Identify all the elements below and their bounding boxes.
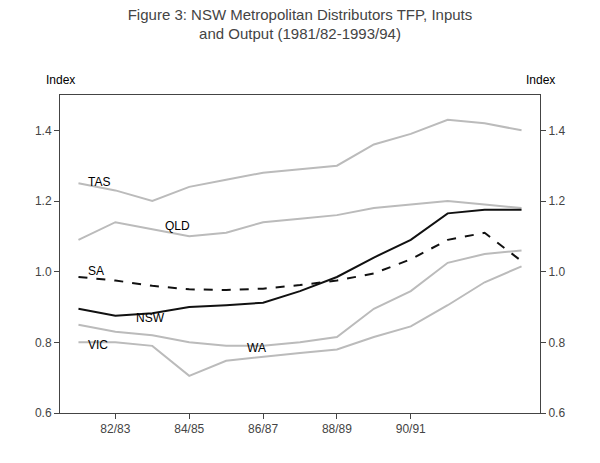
svg-text:1.4: 1.4 bbox=[35, 124, 52, 138]
svg-text:0.6: 0.6 bbox=[548, 406, 565, 420]
svg-text:TAS: TAS bbox=[88, 175, 110, 189]
svg-text:90/91: 90/91 bbox=[396, 422, 426, 436]
svg-text:0.8: 0.8 bbox=[35, 336, 52, 350]
svg-text:Index: Index bbox=[526, 73, 555, 87]
svg-text:1.4: 1.4 bbox=[548, 124, 565, 138]
svg-text:1.2: 1.2 bbox=[35, 194, 52, 208]
svg-text:1.0: 1.0 bbox=[35, 265, 52, 279]
svg-text:SA: SA bbox=[88, 264, 104, 278]
svg-text:0.8: 0.8 bbox=[548, 336, 565, 350]
svg-text:QLD: QLD bbox=[165, 219, 190, 233]
svg-text:82/83: 82/83 bbox=[100, 422, 130, 436]
svg-text:88/89: 88/89 bbox=[322, 422, 352, 436]
svg-text:1.0: 1.0 bbox=[548, 265, 565, 279]
svg-text:86/87: 86/87 bbox=[248, 422, 278, 436]
svg-text:1.2: 1.2 bbox=[548, 194, 565, 208]
svg-text:84/85: 84/85 bbox=[174, 422, 204, 436]
svg-text:Index: Index bbox=[46, 73, 75, 87]
svg-text:Figure 3: NSW Metropolitan Dis: Figure 3: NSW Metropolitan Distributors … bbox=[128, 6, 473, 43]
svg-text:0.6: 0.6 bbox=[35, 406, 52, 420]
svg-text:WA: WA bbox=[247, 341, 266, 355]
svg-text:NSW: NSW bbox=[136, 311, 165, 325]
svg-text:VIC: VIC bbox=[88, 338, 108, 352]
